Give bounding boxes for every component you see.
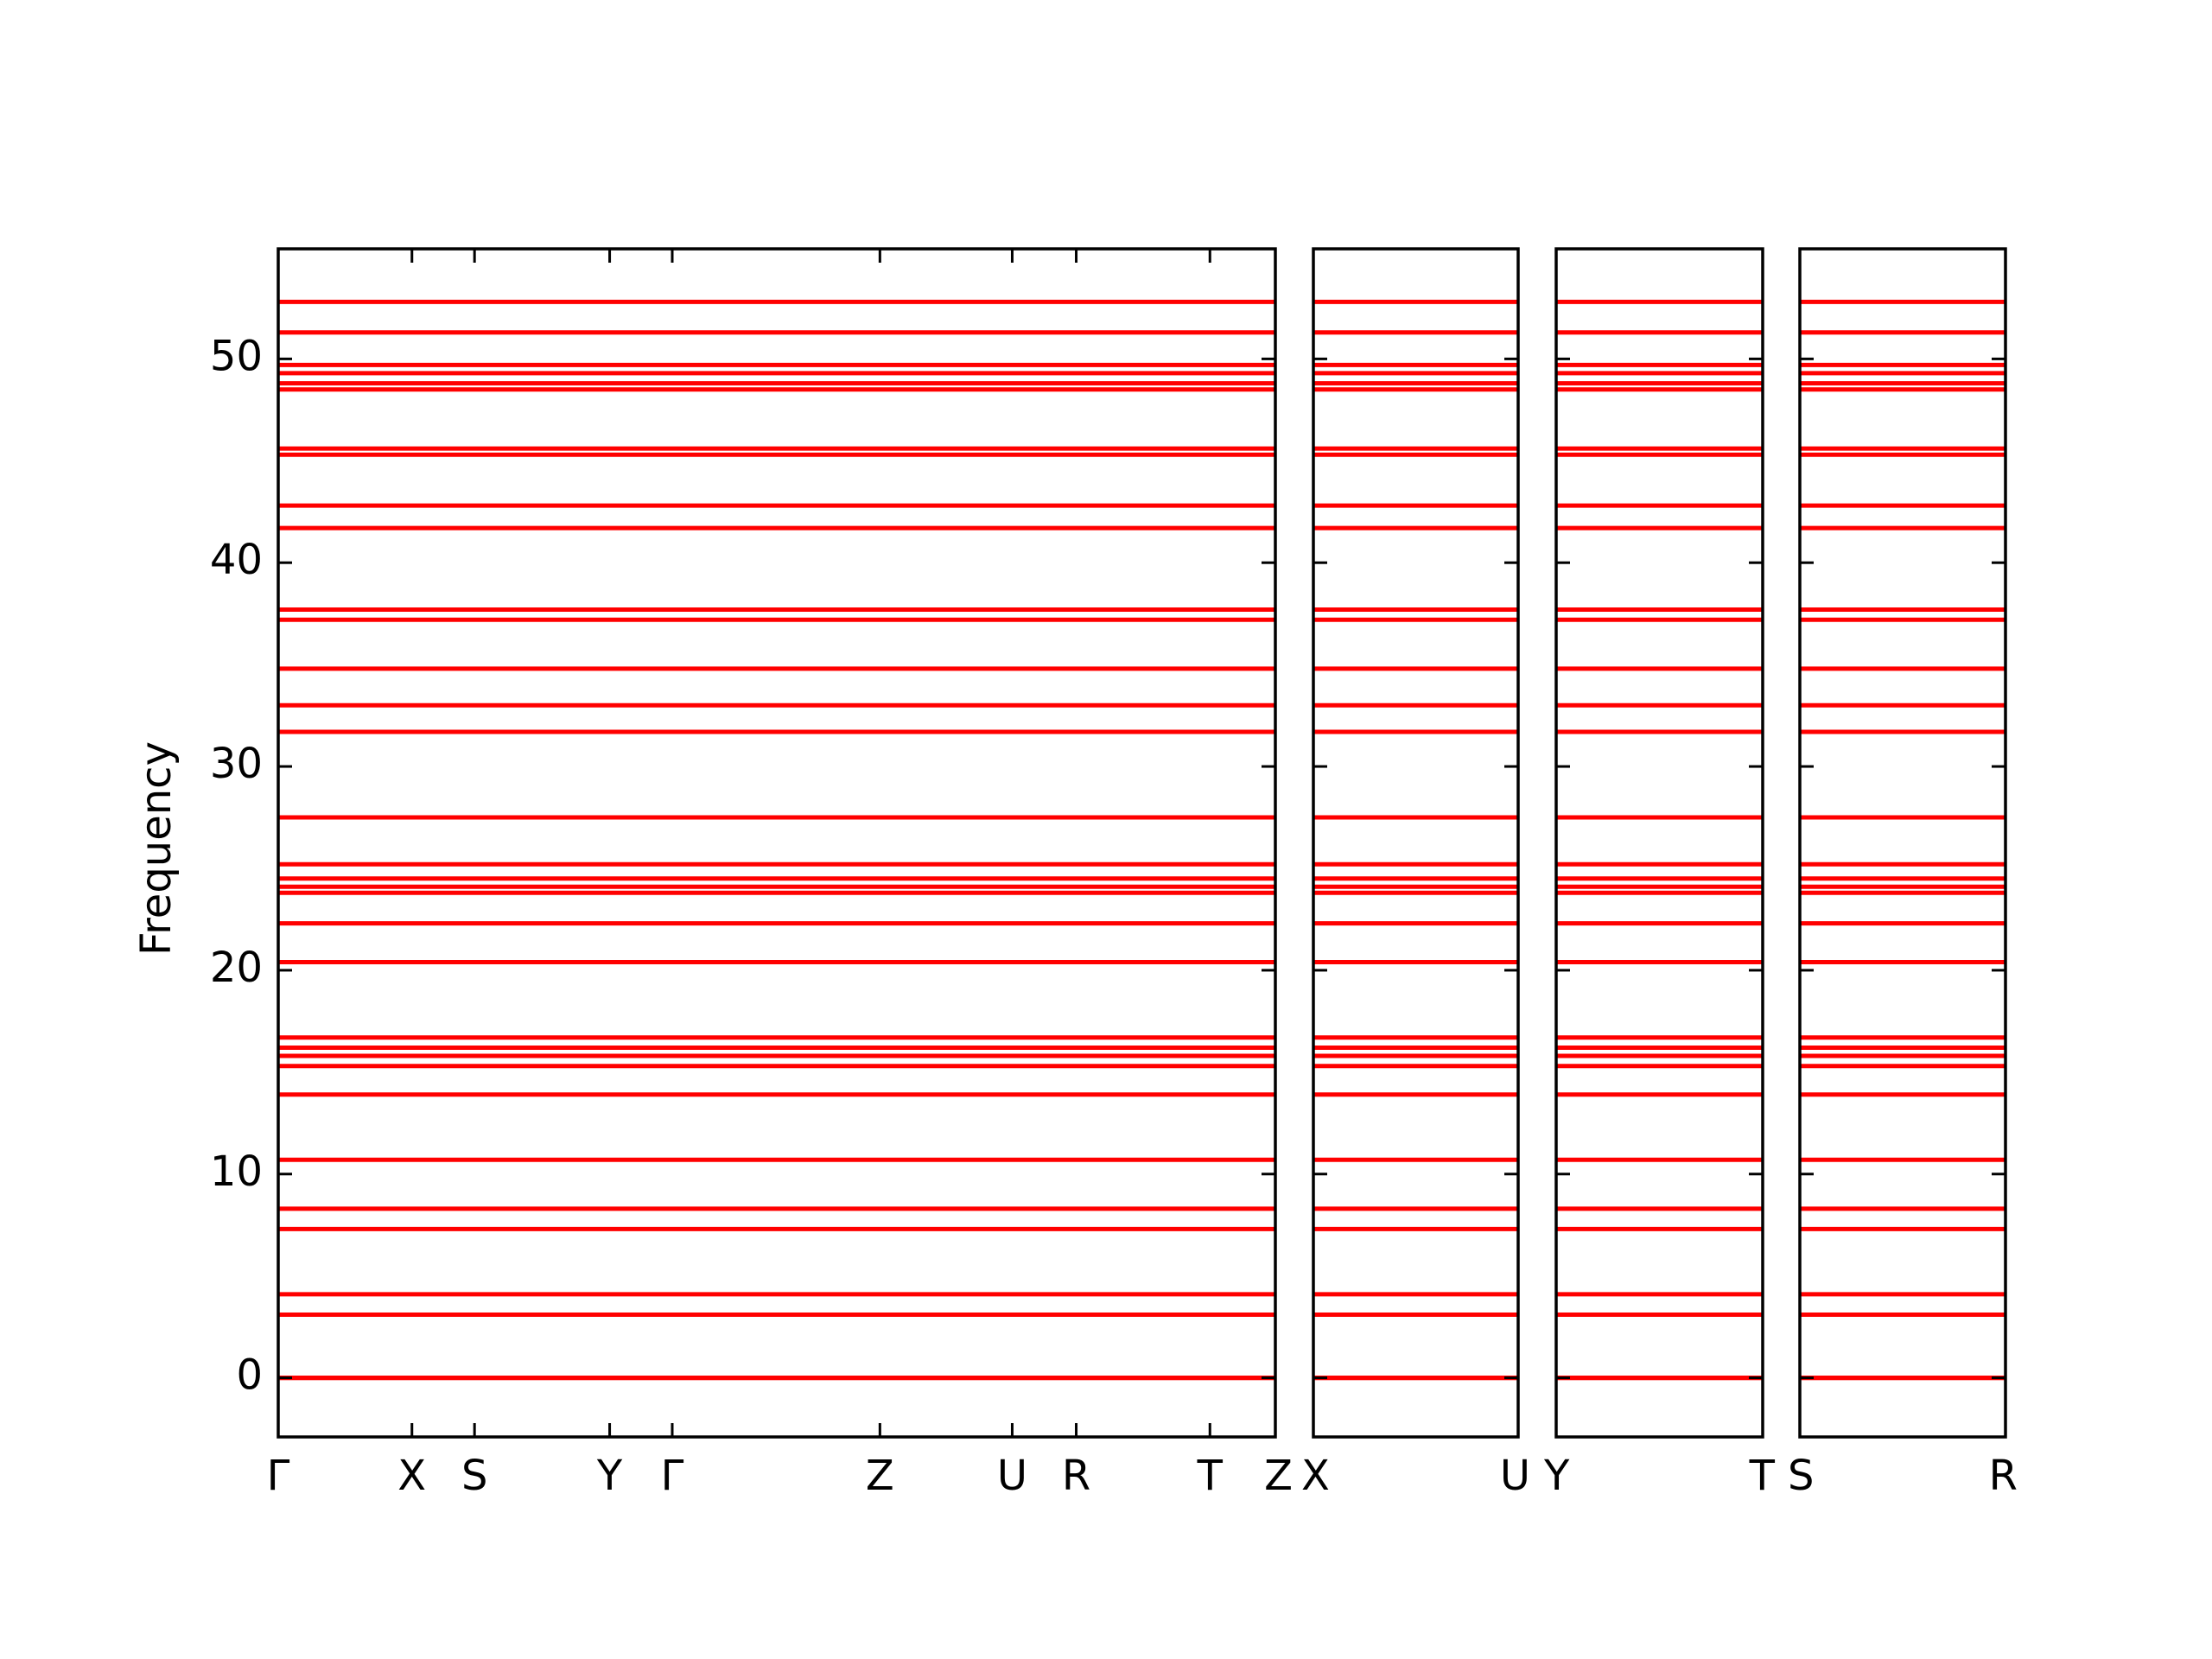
- x-tick-label: R: [1062, 1452, 1090, 1500]
- panel-frame: [1312, 247, 1520, 1439]
- y-tick-label: 0: [236, 1351, 263, 1400]
- x-tick-label: U: [997, 1452, 1027, 1500]
- y-tick-label: 10: [210, 1147, 263, 1196]
- x-tick-label: Z: [1264, 1452, 1293, 1500]
- x-tick-label: S: [1788, 1452, 1814, 1500]
- panel-frame: [1798, 247, 2007, 1439]
- y-tick-label: 20: [210, 944, 263, 992]
- x-tick-label: Y: [1543, 1452, 1570, 1500]
- x-tick-label: T: [1197, 1452, 1224, 1500]
- x-tick-label: U: [1500, 1452, 1530, 1500]
- panel-frame: [1554, 247, 1764, 1439]
- x-tick-label: Y: [596, 1452, 623, 1500]
- y-axis-label: Frequency: [132, 741, 181, 956]
- x-tick-label: S: [461, 1452, 487, 1500]
- x-tick-label: Γ: [267, 1452, 290, 1500]
- y-tick-label: 30: [210, 740, 263, 788]
- y-tick-label: 40: [210, 536, 263, 584]
- x-tick-label: X: [397, 1452, 426, 1500]
- x-tick-label: Z: [866, 1452, 894, 1500]
- x-tick-label: T: [1749, 1452, 1776, 1500]
- y-tick-label: 50: [210, 332, 263, 380]
- panel-frame: [276, 247, 1277, 1439]
- x-tick-label: R: [1989, 1452, 2018, 1500]
- x-tick-label: Γ: [661, 1452, 684, 1500]
- x-tick-label: X: [1301, 1452, 1330, 1500]
